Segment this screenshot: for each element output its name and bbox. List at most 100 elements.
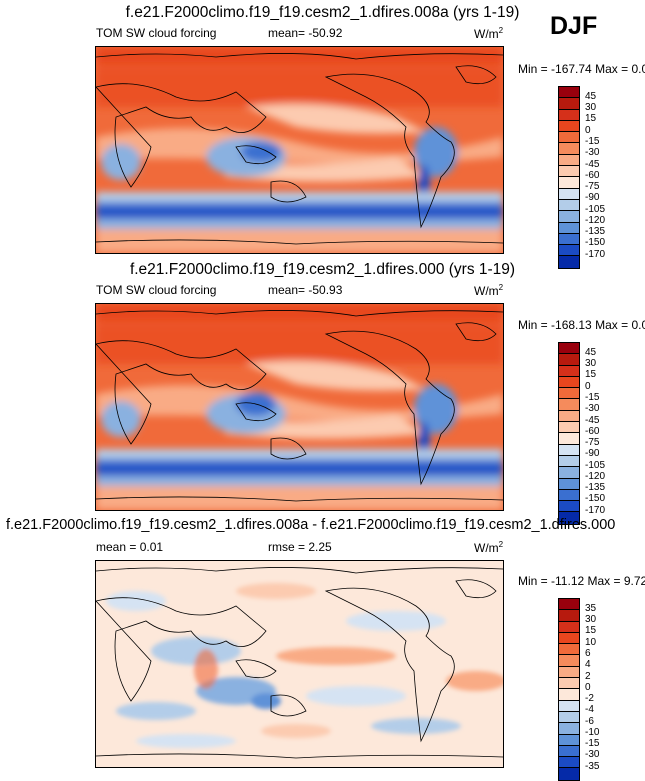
colorbar-swatch	[559, 256, 579, 268]
panel-1-map-svg	[96, 47, 503, 253]
panel-1-units: W/m2	[474, 26, 503, 41]
panel-3-cb-label: -6	[585, 716, 594, 727]
panel-3-cb-label: 4	[585, 659, 591, 670]
panel-3-cb-label: 10	[585, 637, 597, 648]
panel-1-variable: TOM SW cloud forcing	[96, 26, 217, 40]
panel-1-colorbar-cells	[559, 87, 579, 268]
panel-1-cb-label: -45	[585, 159, 600, 170]
colorbar-swatch	[559, 433, 579, 445]
panel-3-min-value: -11.12	[551, 574, 585, 588]
panel-2-min-label: Min =	[518, 318, 548, 332]
panel-2-coastlines	[96, 310, 503, 502]
panel-3-units: W/m2	[474, 540, 503, 555]
panel-1-min-label: Min =	[518, 62, 548, 76]
season-label: DJF	[550, 12, 598, 40]
panel-1-title: f.e21.F2000climo.f19_f19.cesm2_1.dfires.…	[125, 4, 520, 21]
panel-3-units-exp: 2	[498, 540, 504, 549]
panel-3-mean-label: mean =	[96, 540, 137, 554]
colorbar-swatch	[559, 700, 579, 712]
panel-2-mean-label: mean=	[268, 283, 306, 297]
colorbar-swatch	[559, 233, 579, 246]
panel-3-cb-label: -10	[585, 727, 600, 738]
panel-3-map-svg	[96, 561, 503, 767]
panel-2-cb-label: -30	[585, 403, 600, 414]
colorbar-swatch	[559, 444, 579, 456]
panel-2-max-label: Max =	[595, 318, 629, 332]
panel-3-title: f.e21.F2000climo.f19_f19.cesm2_1.dfires.…	[6, 517, 616, 533]
panel-2-units: W/m2	[474, 283, 503, 298]
panel-1-cb-label: -135	[585, 226, 606, 237]
panel-1-mean: mean= -50.92	[268, 26, 342, 40]
panel-3-colorbar	[558, 598, 580, 781]
panel-3-cb-label: 6	[585, 648, 591, 659]
colorbar-swatch	[559, 632, 579, 645]
colorbar-swatch	[559, 188, 579, 200]
panel-2-cb-label: 30	[585, 358, 597, 369]
panel-1-min-value: -167.74	[551, 62, 592, 76]
colorbar-swatch	[559, 222, 579, 234]
colorbar-swatch	[559, 98, 579, 110]
panel-2-units-exp: 2	[498, 283, 504, 292]
panel-3-max-label: Max =	[587, 574, 621, 588]
panel-2-variable: TOM SW cloud forcing	[96, 283, 217, 297]
panel-3-cb-label: 30	[585, 614, 597, 625]
panel-3-rmse: rmse = 2.25	[268, 540, 332, 554]
panel-1-minmax: Min = -167.74 Max = 0.00	[518, 62, 645, 76]
panel-2-cb-label: -170	[585, 505, 606, 516]
panel-2-map-svg	[96, 304, 503, 510]
colorbar-swatch	[559, 399, 579, 411]
colorbar-swatch	[559, 455, 579, 468]
panel-2-colorbar-cells	[559, 343, 579, 524]
panel-3-minmax: Min = -11.12 Max = 9.72	[518, 574, 645, 588]
panel-2-cb-label: 45	[585, 347, 597, 358]
colorbar-swatch	[559, 143, 579, 155]
colorbar-swatch	[559, 132, 579, 144]
panel-2-cb-label: 0	[585, 381, 591, 392]
panel-2-cb-label: -105	[585, 460, 606, 471]
colorbar-swatch	[559, 177, 579, 189]
panel-2-cb-label: -45	[585, 415, 600, 426]
panel-1-cb-label: -15	[585, 136, 600, 147]
colorbar-swatch	[559, 354, 579, 366]
panel-2-max-value: 0.00	[631, 318, 645, 332]
panel-3-cb-label: -35	[585, 761, 600, 772]
panel-3-cb-label: 35	[585, 603, 597, 614]
colorbar-swatch	[559, 734, 579, 746]
panel-2-map	[95, 303, 504, 511]
colorbar-swatch	[559, 723, 579, 735]
panel-1-colorbar	[558, 86, 580, 269]
panel-1-cb-label: -75	[585, 181, 600, 192]
panel-2-cb-label: -120	[585, 471, 606, 482]
panel-1-cb-label: -120	[585, 215, 606, 226]
panel-2-cb-label: -75	[585, 437, 600, 448]
colorbar-swatch	[559, 689, 579, 701]
panel-1-cb-label: -170	[585, 249, 606, 260]
colorbar-swatch	[559, 422, 579, 434]
panel-3-cb-label: -30	[585, 749, 600, 760]
panel-3-units-base: W/m	[474, 541, 499, 555]
panel-3-mean: mean = 0.01	[96, 540, 163, 554]
panel-3-colorbar-cells	[559, 599, 579, 780]
colorbar-swatch	[559, 211, 579, 223]
colorbar-swatch	[559, 365, 579, 377]
colorbar-swatch	[559, 478, 579, 490]
panel-3-max-value: 9.72	[623, 574, 645, 588]
colorbar-swatch	[559, 154, 579, 167]
colorbar-swatch	[559, 745, 579, 758]
panel-3-coastlines	[96, 567, 503, 759]
panel-1-cb-label: 0	[585, 125, 591, 136]
colorbar-swatch	[559, 711, 579, 724]
colorbar-swatch	[559, 87, 579, 99]
panel-1-cb-label: -60	[585, 170, 600, 181]
panel-3-cb-label: -15	[585, 738, 600, 749]
panel-3-cb-label: 2	[585, 671, 591, 682]
colorbar-swatch	[559, 245, 579, 257]
colorbar-swatch	[559, 599, 579, 611]
colorbar-swatch	[559, 166, 579, 178]
panel-3-cb-label: 0	[585, 682, 591, 693]
panel-2-mean: mean= -50.93	[268, 283, 342, 297]
colorbar-swatch	[559, 343, 579, 355]
panel-2-cb-label: -135	[585, 482, 606, 493]
colorbar-swatch	[559, 489, 579, 502]
colorbar-swatch	[559, 199, 579, 212]
